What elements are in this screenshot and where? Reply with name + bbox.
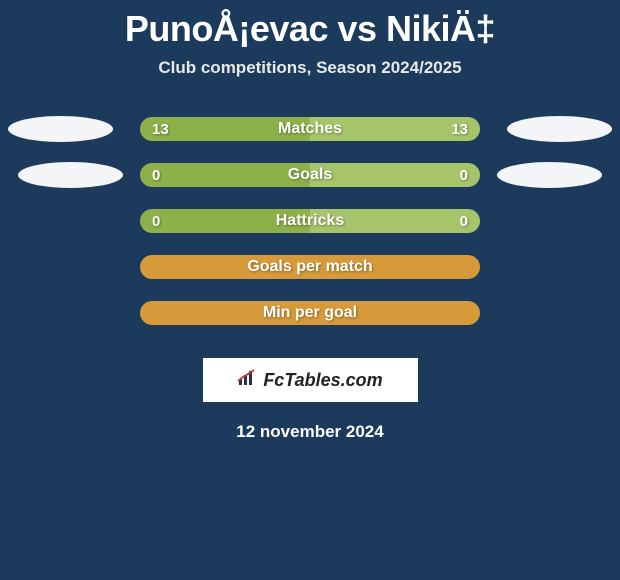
stat-label: Matches (278, 120, 342, 138)
stat-row-matches: 13 Matches 13 (0, 106, 620, 152)
stat-label: Goals (288, 166, 332, 184)
ellipse-left (8, 116, 113, 142)
footer-date: 12 november 2024 (0, 422, 620, 442)
ellipse-right (497, 162, 602, 188)
stat-bar-goals-per-match: Goals per match (140, 255, 480, 279)
stat-bar-hattricks: 0 Hattricks 0 (140, 209, 480, 233)
stat-row-min-per-goal: Min per goal (0, 290, 620, 336)
branding-chart-icon (237, 369, 259, 392)
ellipse-right (507, 116, 612, 142)
stat-value-left: 0 (152, 167, 160, 184)
stat-value-right: 13 (451, 121, 468, 138)
stat-value-left: 13 (152, 121, 169, 138)
branding-box[interactable]: FcTables.com (203, 358, 418, 402)
ellipse-left (18, 162, 123, 188)
stat-row-hattricks: 0 Hattricks 0 (0, 198, 620, 244)
branding-text: FcTables.com (263, 370, 382, 391)
stat-bar-min-per-goal: Min per goal (140, 301, 480, 325)
page-subtitle: Club competitions, Season 2024/2025 (0, 58, 620, 78)
stat-bar-matches: 13 Matches 13 (140, 117, 480, 141)
stat-label: Goals per match (247, 258, 372, 276)
stat-row-goals-per-match: Goals per match (0, 244, 620, 290)
stat-value-right: 0 (460, 213, 468, 230)
stat-label: Hattricks (276, 212, 344, 230)
stat-label: Min per goal (263, 304, 357, 322)
stat-bar-goals: 0 Goals 0 (140, 163, 480, 187)
stat-row-goals: 0 Goals 0 (0, 152, 620, 198)
page-title: PunoÅ¡evac vs NikiÄ‡ (0, 0, 620, 58)
bar-fill-left (140, 163, 310, 187)
bar-fill-right (310, 163, 480, 187)
stat-value-left: 0 (152, 213, 160, 230)
branding-container: FcTables.com (0, 358, 620, 402)
stat-value-right: 0 (460, 167, 468, 184)
